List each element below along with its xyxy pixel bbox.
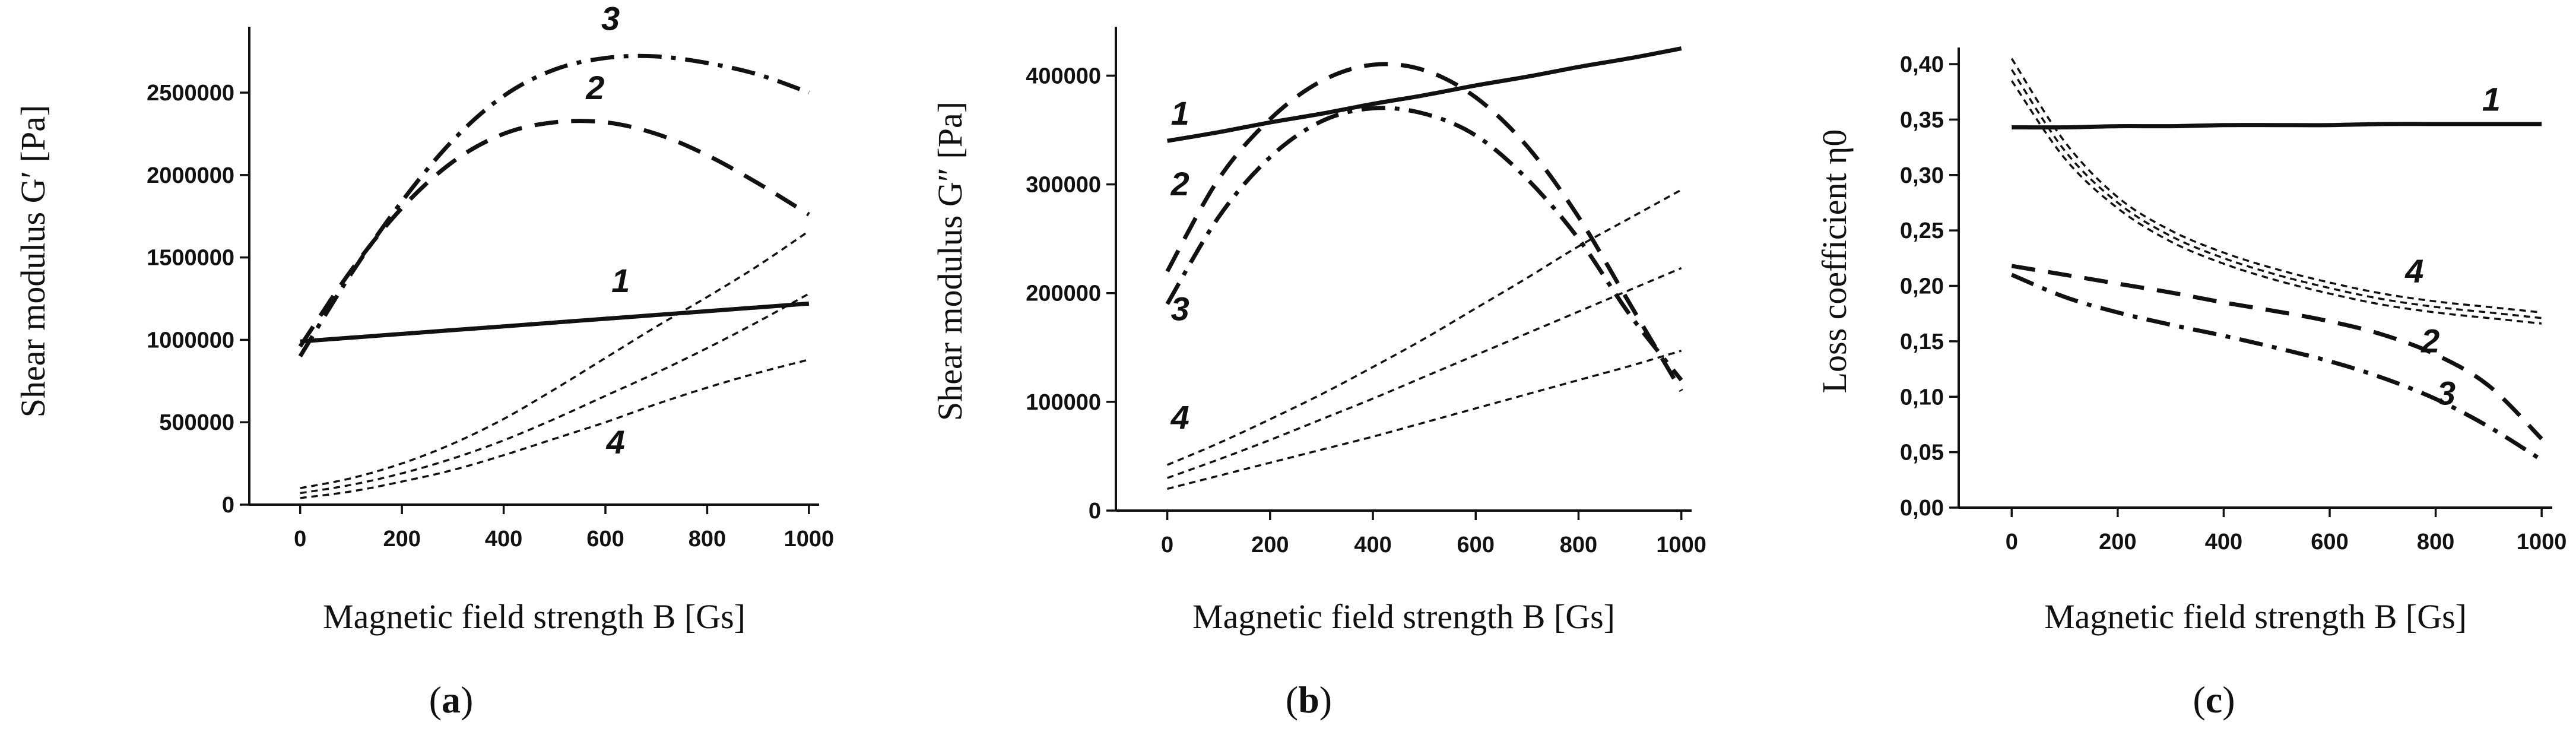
x-tick-label: 0 — [294, 527, 306, 552]
x-axis-title: Magnetic field strength B [Gs] — [2044, 597, 2467, 636]
series-line-1 — [2012, 122, 2542, 130]
series-line-4c — [1167, 350, 1682, 490]
y-tick-label: 500000 — [159, 410, 234, 435]
y-tick-label: 1000000 — [147, 328, 234, 353]
y-axis-title: Shear modulus G″ [Pa] — [931, 102, 969, 421]
curve-label-4: 4 — [1170, 399, 1189, 436]
panel-label: (a) — [429, 679, 474, 721]
y-tick-label: 1500000 — [147, 246, 234, 271]
series-line-1 — [1167, 46, 1682, 143]
panel-label: (b) — [1286, 679, 1332, 721]
curve-label-2: 2 — [1170, 165, 1189, 202]
series-line-4c — [300, 359, 810, 499]
y-tick-label: 0,30 — [1900, 163, 1944, 188]
series-line-3 — [1165, 106, 1683, 382]
x-tick-label: 400 — [2205, 530, 2242, 555]
series-line-4a — [300, 230, 810, 489]
x-tick-label: 600 — [2311, 530, 2348, 555]
x-tick-label: 1000 — [784, 527, 835, 552]
series-line-2 — [1165, 62, 1683, 392]
y-tick-label: 0,10 — [1900, 385, 1944, 410]
y-tick-label: 2500000 — [147, 81, 234, 106]
curve-label-1: 1 — [1171, 94, 1189, 132]
x-tick-label: 200 — [383, 527, 420, 552]
panel-a: 0 200 400 600 800 1000 0 500000 1000000 1500000 20… — [14, 0, 834, 721]
series-line-4c — [2010, 80, 2542, 325]
x-tick-label: 600 — [586, 527, 624, 552]
series-line-1 — [300, 301, 810, 344]
series-line-4b — [1167, 267, 1682, 479]
x-axis-title: Magnetic field strength B [Gs] — [1192, 597, 1615, 636]
y-tick-label: 0,00 — [1900, 496, 1944, 521]
panel-b: 0 200 400 600 800 1000 0 100000 200000 300000 4000… — [931, 27, 1706, 721]
panel-c: 0 200 400 600 800 1000 0,00 0,05 0,10 0,15 0,20 0,2… — [1815, 47, 2567, 721]
x-tick-label: 1000 — [2517, 530, 2567, 555]
y-tick-label: 2000000 — [147, 163, 234, 188]
x-tick-label: 0 — [2006, 530, 2018, 555]
curve-label-1: 1 — [611, 262, 630, 299]
panel-label: (c) — [2193, 679, 2235, 721]
y-tick-label: 0,40 — [1900, 52, 1944, 77]
curve-label-2: 2 — [585, 69, 604, 106]
y-tick-label: 0,35 — [1900, 107, 1944, 132]
curve-label-4: 4 — [606, 423, 625, 461]
curve-label-2: 2 — [2420, 322, 2439, 360]
x-tick-label: 600 — [1457, 533, 1495, 557]
series-line-4a — [1166, 189, 1682, 466]
x-tick-label: 200 — [2099, 530, 2136, 555]
x-tick-label: 400 — [1354, 533, 1391, 557]
y-tick-label: 0 — [222, 493, 234, 518]
y-tick-label: 0 — [1089, 499, 1101, 524]
y-tick-label: 100000 — [1026, 390, 1101, 415]
curve-label-3: 3 — [2437, 374, 2456, 411]
curve-label-1: 1 — [2482, 80, 2501, 118]
x-axis-title: Magnetic field strength B [Gs] — [323, 597, 745, 636]
series-line-3 — [2010, 273, 2543, 462]
curve-label-4: 4 — [2404, 252, 2423, 290]
x-tick-label: 1000 — [1656, 533, 1706, 557]
x-tick-label: 400 — [485, 527, 522, 552]
series-line-2 — [2011, 264, 2543, 441]
series-line-4b — [2010, 69, 2542, 319]
y-tick-label: 0,15 — [1900, 330, 1944, 354]
curve-label-3: 3 — [601, 0, 620, 37]
series-line-4b — [300, 293, 810, 495]
x-tick-label: 0 — [1161, 533, 1173, 557]
x-tick-label: 200 — [1251, 533, 1289, 557]
y-tick-label: 200000 — [1026, 281, 1101, 306]
y-tick-label: 0,05 — [1900, 441, 1944, 465]
x-tick-label: 800 — [1560, 533, 1597, 557]
y-tick-label: 0,20 — [1900, 274, 1944, 299]
y-tick-label: 300000 — [1026, 173, 1101, 198]
x-tick-label: 800 — [689, 527, 726, 552]
series-line-2 — [298, 119, 810, 348]
y-tick-label: 0,25 — [1900, 218, 1944, 243]
x-tick-label: 800 — [2417, 530, 2454, 555]
curve-label-3: 3 — [1171, 290, 1189, 327]
series-line-4a — [2010, 58, 2542, 314]
y-tick-label: 400000 — [1026, 64, 1101, 88]
y-axis-title: Loss coefficient η0 — [1815, 129, 1854, 394]
y-axis-title: Shear modulus G′ [Pa] — [14, 105, 52, 418]
